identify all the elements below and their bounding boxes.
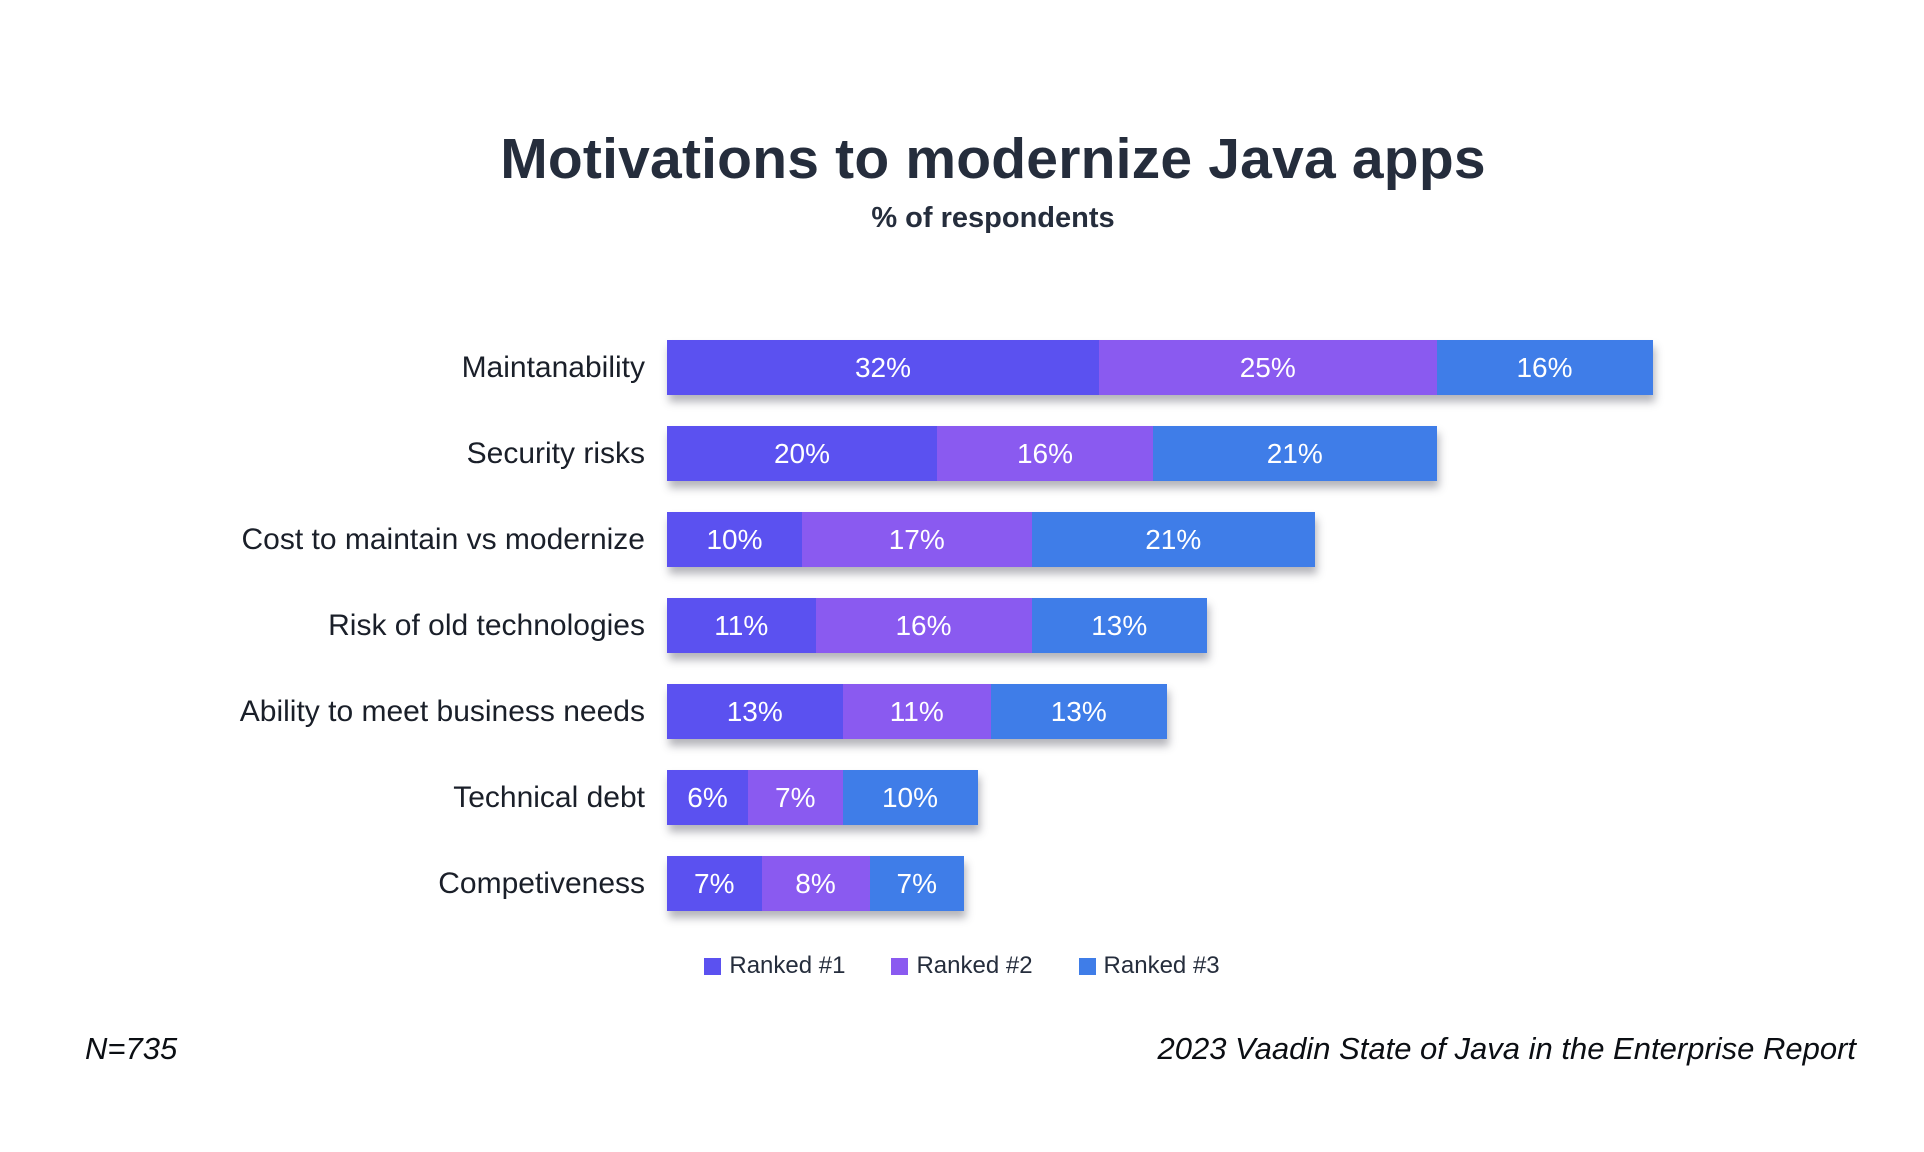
bar-stack: 32% 25% 16% — [667, 340, 1653, 395]
category-label: Maintanability — [461, 350, 645, 384]
category-label: Ability to meet business needs — [239, 694, 645, 728]
bar-segment: 10% — [667, 512, 802, 567]
bar-segment: 11% — [842, 684, 991, 739]
chart-legend: Ranked #1 Ranked #2 Ranked #3 — [0, 952, 1924, 980]
legend-swatch-icon — [1078, 957, 1096, 975]
category-label: Security risks — [466, 436, 645, 470]
legend-label: Ranked #3 — [1103, 952, 1220, 979]
category-label: Technical debt — [453, 780, 645, 814]
category-label: Risk of old technologies — [328, 608, 645, 642]
stacked-bar-chart: Maintanability 32% 25% 16% Security risks 20%… — [0, 340, 1653, 942]
chart-row: Risk of old technologies 11% 16% 13% — [0, 598, 1653, 653]
chart-title: Motivations to modernize Java apps — [500, 127, 1486, 191]
bar-segment: 20% — [667, 426, 937, 481]
legend-swatch-icon — [891, 957, 909, 975]
legend-swatch-icon — [704, 957, 722, 975]
bar-stack: 6% 7% 10% — [667, 770, 978, 825]
bar-segment: 17% — [802, 512, 1032, 567]
bar-segment: 7% — [748, 770, 843, 825]
bar-segment: 6% — [667, 770, 748, 825]
legend-label: Ranked #2 — [916, 952, 1033, 979]
bar-stack: 10% 17% 21% — [667, 512, 1315, 567]
bar-segment: 10% — [842, 770, 978, 825]
bar-segment: 11% — [667, 598, 816, 653]
bar-segment: 13% — [991, 684, 1167, 739]
bar-segment: 32% — [667, 340, 1099, 395]
bar-segment: 13% — [667, 684, 843, 739]
chart-row: Maintanability 32% 25% 16% — [0, 340, 1653, 395]
chart-row: Cost to maintain vs modernize 10% 17% 21% — [0, 512, 1653, 567]
bar-stack: 11% 16% 13% — [667, 598, 1207, 653]
chart-row: Ability to meet business needs 13% 11% 13% — [0, 684, 1653, 739]
category-label: Cost to maintain vs modernize — [241, 522, 645, 556]
bar-stack: 20% 16% 21% — [667, 426, 1437, 481]
legend-item: Ranked #1 — [704, 952, 845, 980]
chart-row: Technical debt 6% 7% 10% — [0, 770, 1653, 825]
bar-segment: 25% — [1099, 340, 1437, 395]
legend-item: Ranked #2 — [891, 952, 1033, 980]
bar-segment: 16% — [815, 598, 1032, 653]
chart-row: Competiveness 7% 8% 7% — [0, 856, 1653, 911]
bar-segment: 7% — [667, 856, 762, 911]
bar-segment: 16% — [1436, 340, 1653, 395]
source-attribution: 2023 Vaadin State of Java in the Enterpr… — [1157, 1031, 1856, 1066]
bar-segment: 13% — [1031, 598, 1207, 653]
bar-segment: 21% — [1153, 426, 1437, 481]
chart-row: Security risks 20% 16% 21% — [0, 426, 1653, 481]
bar-segment: 7% — [869, 856, 964, 911]
category-label: Competiveness — [438, 866, 645, 900]
bar-segment: 16% — [937, 426, 1153, 481]
chart-subtitle: % of respondents — [871, 202, 1115, 234]
sample-size-note: N=735 — [85, 1031, 178, 1066]
bar-stack: 7% 8% 7% — [667, 856, 964, 911]
bar-stack: 13% 11% 13% — [667, 684, 1167, 739]
bar-segment: 8% — [761, 856, 870, 911]
legend-item: Ranked #3 — [1078, 952, 1220, 980]
bar-segment: 21% — [1031, 512, 1315, 567]
legend-label: Ranked #1 — [729, 952, 846, 979]
